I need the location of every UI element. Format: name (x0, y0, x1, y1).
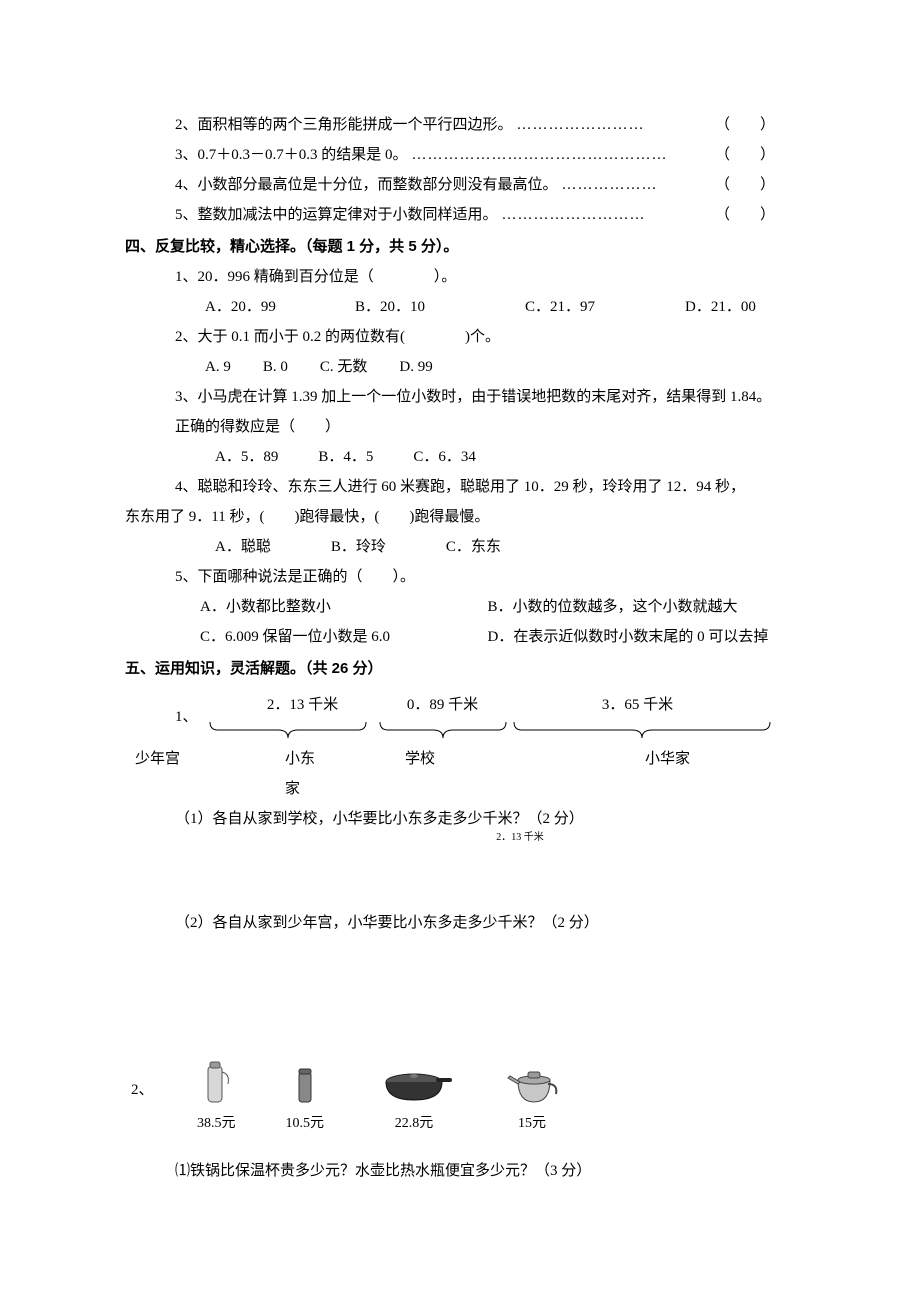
product-row: 38.5元 10.5元 22.8元 (197, 1060, 560, 1138)
s5-q1-num: 1、 (145, 684, 198, 744)
s4-q5-options: A．小数都比整数小 B．小数的位数越多，这个小数就越大 C．6.009 保留一位… (145, 592, 775, 652)
pt-school: 学校 (325, 744, 465, 804)
tf-q2-stem: 2、面积相等的两个三角形能拼成一个平行四边形。 (175, 110, 513, 140)
price: 22.8元 (374, 1110, 454, 1138)
opt-c: C. 无数 (320, 352, 368, 382)
s4-q3-stem2: 正确的得数应是（ ） (145, 412, 775, 442)
wok-icon (374, 1068, 454, 1106)
opt-a: A．聪聪 (215, 532, 271, 562)
opt-d: D．在表示近似数时小数末尾的 0 可以去掉 (488, 622, 776, 652)
opt-b: B．玲玲 (331, 532, 386, 562)
opt-d: D．21．00 (685, 292, 756, 322)
paren: （ ） (715, 140, 775, 170)
opt-a: A．小数都比整数小 (200, 592, 488, 622)
paren: （ ） (715, 110, 775, 140)
brace-icon (208, 720, 368, 740)
tf-q3-stem: 3、0.7＋0.3－0.7＋0.3 的结果是 0。 (175, 140, 408, 170)
kettle-icon (504, 1062, 560, 1106)
s5-q1-sub2: （2）各自从家到少年宫，小华要比小东多走多少千米？（2 分） (145, 908, 775, 938)
cup-icon (293, 1066, 317, 1106)
opt-d: D. 99 (399, 352, 432, 382)
opt-b: B．4．5 (318, 442, 373, 472)
price: 10.5元 (286, 1110, 325, 1138)
thermos-icon (200, 1060, 232, 1106)
product-thermos: 38.5元 (197, 1060, 236, 1138)
brace-icon (378, 720, 508, 740)
section5-title: 五、运用知识，灵活解题。（共 26 分） (125, 654, 775, 684)
opt-c: C．21．97 (525, 292, 685, 322)
seg3-label: 3．65 千米 (508, 690, 768, 720)
opt-b: B．小数的位数越多，这个小数就越大 (488, 592, 776, 622)
product-kettle: 15元 (504, 1060, 560, 1138)
opt-b: B. 0 (263, 352, 288, 382)
pt-xiaodong: 小东家 (195, 744, 325, 804)
tf-q2: 2、面积相等的两个三角形能拼成一个平行四边形。 …………………… （ ） (145, 110, 775, 140)
opt-b: B．20．10 (355, 292, 525, 322)
opt-a: A．20．99 (205, 292, 355, 322)
dots: ………………………………………… (408, 140, 715, 170)
opt-c: C．东东 (446, 532, 501, 562)
s5-q2-sub1: ⑴铁锅比保温杯贵多少元？水壶比热水瓶便宜多少元？（3 分） (145, 1156, 775, 1186)
product-wok: 22.8元 (374, 1060, 454, 1138)
opt-c: C．6.009 保留一位小数是 6.0 (200, 622, 488, 652)
s4-q2-stem: 2、大于 0.1 而小于 0.2 的两位数有( )个。 (145, 322, 775, 352)
s4-q1-stem: 1、20．996 精确到百分位是（ ）。 (145, 262, 775, 292)
opt-c: C．6．34 (413, 442, 476, 472)
tf-q5: 5、整数加减法中的运算定律对于小数同样适用。 ……………………… （ ） (145, 200, 775, 230)
paren: （ ） (715, 200, 775, 230)
opt-a: A. 9 (205, 352, 231, 382)
seg2-label: 0．89 千米 (378, 690, 508, 720)
seg1-label: 2．13 千米 (228, 690, 378, 720)
dots: …………………… (513, 110, 715, 140)
s4-q4-stem1: 4、聪聪和玲玲、东东三人进行 60 米赛跑，聪聪用了 10．29 秒，玲玲用了 … (145, 472, 775, 502)
dots: ……………… (558, 170, 715, 200)
s4-q2-options: A. 9 B. 0 C. 无数 D. 99 (145, 352, 775, 382)
product-cup: 10.5元 (286, 1060, 325, 1138)
brace-icon (512, 720, 772, 740)
price: 15元 (504, 1110, 560, 1138)
paren: （ ） (715, 170, 775, 200)
s4-q3-stem1: 3、小马虎在计算 1.39 加上一个一位小数时，由于错误地把数的末尾对齐，结果得… (145, 382, 775, 412)
section4-title: 四、反复比较，精心选择。（每题 1 分，共 5 分）。 (125, 232, 775, 262)
tf-q3: 3、0.7＋0.3－0.7＋0.3 的结果是 0。 ……………………………………… (145, 140, 775, 170)
s4-q5-stem: 5、下面哪种说法是正确的（ ）。 (145, 562, 775, 592)
tf-q5-stem: 5、整数加减法中的运算定律对于小数同样适用。 (175, 200, 498, 230)
distance-diagram: 2．13 千米 0．89 千米 3．65 千米 (228, 690, 768, 742)
tf-q4: 4、小数部分最高位是十分位，而整数部分则没有最高位。 ……………… （ ） (145, 170, 775, 200)
s4-q1-options: A．20．99 B．20．10 C．21．97 D．21．00 (145, 292, 775, 322)
s4-q4-options: A．聪聪 B．玲玲 C．东东 (145, 532, 775, 562)
s4-q4-stem2: 东东用了 9．11 秒，( )跑得最快，( )跑得最慢。 (125, 502, 775, 532)
s5-q2-num: 2、 (131, 1075, 187, 1105)
s4-q3-options: A．5．89 B．4．5 C．6．34 (145, 442, 775, 472)
tf-q4-stem: 4、小数部分最高位是十分位，而整数部分则没有最高位。 (175, 170, 558, 200)
pt-xiaohua: 小华家 (465, 744, 690, 804)
dots: ……………………… (498, 200, 715, 230)
opt-a: A．5．89 (215, 442, 278, 472)
price: 38.5元 (197, 1110, 236, 1138)
pt-palace: 少年宫 (135, 744, 195, 804)
